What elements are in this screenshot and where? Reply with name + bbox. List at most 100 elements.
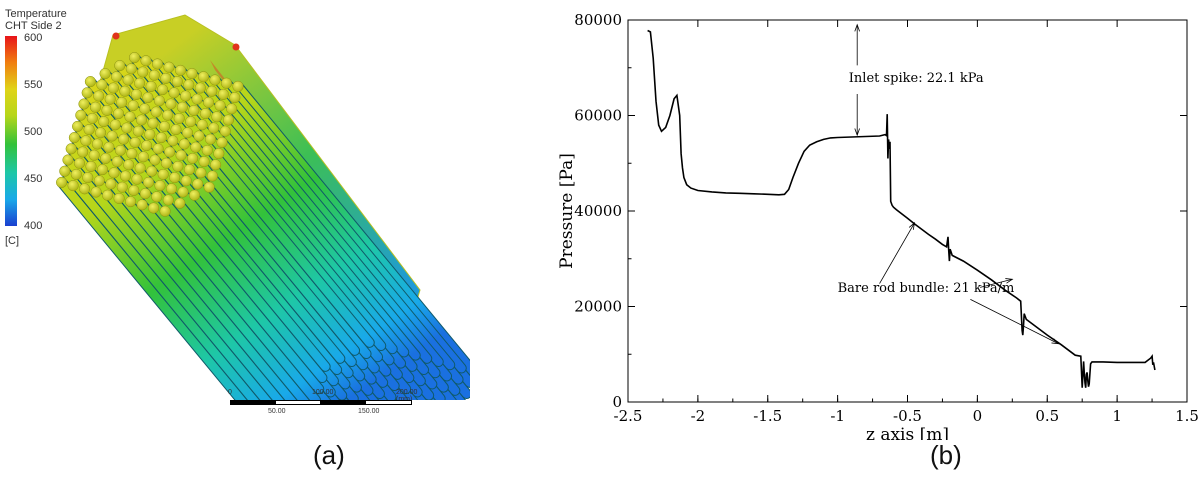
rod-end-cap: [111, 71, 123, 83]
rod-end-cap: [142, 92, 154, 104]
rod-end-cap: [121, 122, 133, 134]
rod-end-cap: [65, 143, 77, 155]
rod-end-cap: [183, 164, 195, 176]
fuel-rod: [233, 82, 470, 375]
rod-end-cap: [103, 141, 115, 153]
rod-end-cap: [67, 180, 79, 192]
annotation-arrows: [854, 23, 1060, 345]
rod-end-cap: [190, 141, 202, 153]
x-tick-label: 1.5: [1175, 407, 1199, 425]
rod-end-cap: [220, 77, 233, 89]
legend-title-line1: Temperature: [5, 8, 67, 20]
rod-end-cap: [98, 116, 110, 128]
rod-end-cap: [232, 80, 244, 92]
scale-label-50: 50.00: [268, 408, 286, 415]
x-tick-label: 0.5: [1035, 407, 1059, 425]
rod-end-cap: [188, 104, 200, 116]
y-tick-label: 0: [612, 393, 622, 411]
temperature-color-scale: [5, 36, 17, 226]
x-tick-label: 0: [973, 407, 983, 425]
rod-end-cap: [124, 111, 136, 123]
rod-end-cap: [165, 183, 178, 195]
rod-end-cap: [144, 128, 156, 140]
rod-end-cap: [192, 178, 204, 190]
pressure-chart-panel: -2.5 -2 -1.5 -1 -0.5 0 0.5 1 1.5 0 20000 40000 6000…: [540, 0, 1200, 493]
y-axis: 0 20000 40000 60000 80000: [574, 11, 1187, 411]
rod-end-cap: [139, 188, 151, 200]
rod-end-cap: [118, 133, 130, 145]
rod-end-cap: [125, 63, 137, 75]
rod-end-cap: [180, 90, 192, 102]
y-tick-label: 20000: [574, 298, 622, 316]
rod-end-cap: [162, 109, 174, 121]
rod-end-cap: [216, 136, 228, 148]
x-axis-label: z axis [m]: [866, 425, 949, 440]
x-tick-label: -2: [691, 407, 706, 425]
rod-end-cap: [114, 60, 126, 72]
rod-end-cap: [149, 154, 161, 166]
rod-end-cap: [213, 148, 225, 160]
rod-end-cap: [177, 186, 189, 198]
rod-end-cap: [185, 116, 197, 128]
legend-tick-450: 450: [24, 173, 43, 185]
rod-end-cap: [91, 138, 103, 150]
rod-end-cap: [106, 130, 118, 142]
rod-end-cap: [137, 66, 149, 78]
rod-end-cap: [198, 156, 210, 168]
rod-end-cap: [59, 165, 71, 177]
rod-end-cap: [85, 160, 97, 172]
rod-end-cap: [157, 84, 169, 96]
scale-segment: [275, 400, 322, 405]
rod-end-cap: [82, 172, 94, 184]
rod-end-cap: [174, 64, 187, 76]
rod-end-cap: [155, 132, 167, 144]
rod-end-cap: [170, 124, 182, 136]
rod-end-cap: [123, 159, 135, 171]
rod-end-cap: [151, 58, 164, 70]
rod-end-cap: [111, 156, 123, 168]
rod-end-cap: [141, 140, 153, 152]
rod-end-cap: [152, 143, 164, 155]
rod-end-cap: [210, 159, 222, 171]
rod-end-cap: [158, 120, 171, 132]
rod-end-cap: [159, 205, 171, 217]
x-tick-label: -2.5: [614, 407, 643, 425]
rod-end-cap: [136, 199, 148, 211]
rod-end-cap: [119, 170, 132, 182]
rod-end-cap: [75, 109, 87, 121]
scale-segment: [230, 400, 275, 405]
rod-end-cap: [163, 61, 175, 73]
rod-end-cap: [99, 68, 111, 80]
rod-bundle-render: [56, 14, 470, 400]
rod-end-cap: [148, 202, 160, 214]
rod-end-cap: [139, 103, 151, 115]
legend-unit: [C]: [5, 235, 20, 247]
rod-end-cap: [101, 104, 113, 116]
rod-end-cap: [209, 74, 221, 86]
rod-end-cap: [201, 144, 213, 156]
rod-end-cap: [114, 144, 126, 156]
legend-tick-400: 400: [24, 220, 43, 232]
caption-b: (b): [930, 440, 962, 470]
rod-end-cap: [137, 151, 149, 163]
hot-spot: [232, 43, 240, 51]
rod-end-cap: [208, 122, 220, 134]
scale-label-150: 150.00: [358, 408, 380, 415]
rod-end-cap: [204, 133, 217, 145]
rod-end-cap: [62, 154, 74, 166]
rod-array: [56, 14, 470, 400]
rod-end-cap: [180, 175, 192, 187]
rod-end-cap: [162, 194, 174, 206]
rod-end-cap: [203, 181, 215, 193]
fuel-rod: [57, 178, 247, 400]
rod-end-cap: [171, 76, 183, 88]
fuel-rod: [199, 72, 443, 367]
rod-end-cap: [128, 184, 140, 196]
rod-end-cap: [93, 175, 105, 187]
scale-segment: [320, 400, 365, 405]
rod-end-cap: [203, 96, 215, 108]
rod-end-cap: [229, 92, 241, 104]
rod-end-cap: [154, 180, 166, 192]
rod-end-cap: [146, 165, 158, 177]
rod-end-cap: [56, 176, 68, 188]
